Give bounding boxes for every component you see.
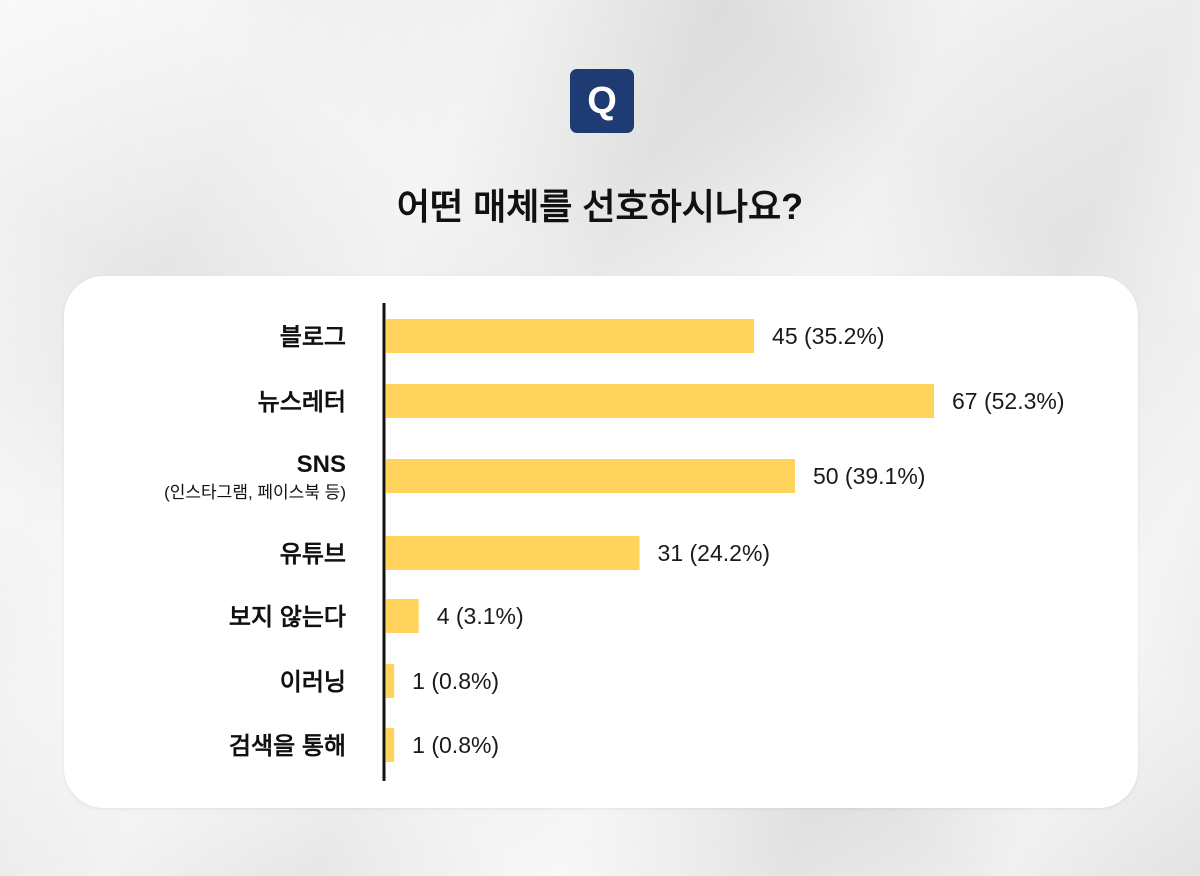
value-label: 31 (24.2%) <box>658 540 771 566</box>
category-sublabel: (인스타그램, 페이스북 등) <box>164 483 346 502</box>
value-label: 45 (35.2%) <box>772 323 885 349</box>
category-label: 유튜브 <box>280 541 346 568</box>
category-label: 검색을 통해 <box>229 733 346 760</box>
chart-card: 45 (35.2%) 블로그 67 (52.3%) 뉴스레터 50 (39.1%) SNS… <box>64 276 1138 808</box>
bar <box>386 536 640 570</box>
category-label: SNS <box>297 451 346 478</box>
bar <box>386 728 395 762</box>
value-label: 50 (39.1%) <box>813 463 926 489</box>
category-label: 블로그 <box>280 324 346 351</box>
value-label: 4 (3.1%) <box>437 603 524 629</box>
question-badge-label: Q <box>587 79 617 122</box>
bar <box>386 459 795 493</box>
value-label: 1 (0.8%) <box>412 732 499 758</box>
value-label: 67 (52.3%) <box>952 388 1065 414</box>
question-badge: Q <box>570 69 634 133</box>
value-label: 1 (0.8%) <box>412 668 499 694</box>
category-label: 뉴스레터 <box>258 389 346 416</box>
bar <box>386 599 419 633</box>
chart-title: 어떤 매체를 선호하시나요? <box>396 186 804 227</box>
category-label: 보지 않는다 <box>229 604 346 631</box>
category-label: 이러닝 <box>280 669 346 696</box>
bar-chart: 45 (35.2%) 블로그 67 (52.3%) 뉴스레터 50 (39.1%) SNS… <box>164 303 1065 781</box>
bar <box>386 384 934 418</box>
bar <box>386 664 395 698</box>
bar <box>386 319 755 353</box>
